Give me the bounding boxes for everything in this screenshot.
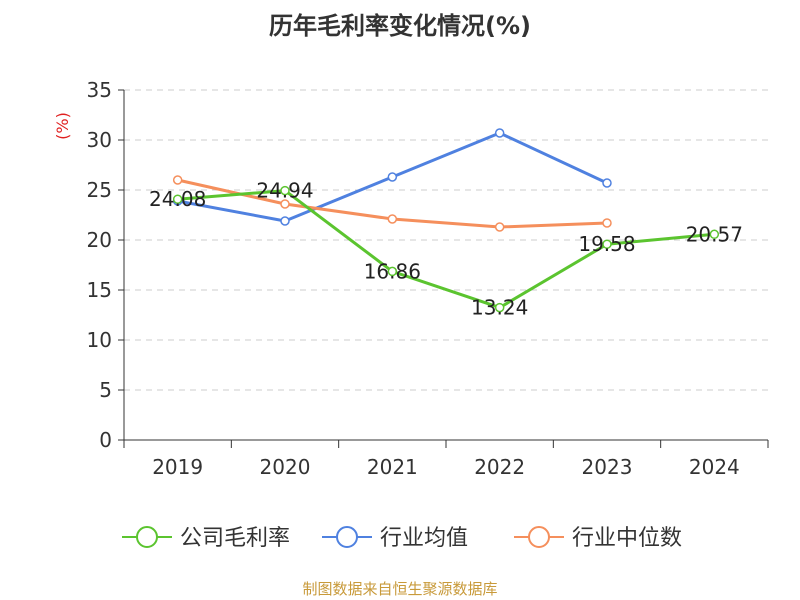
data-point [387, 266, 398, 277]
data-point [709, 229, 720, 240]
data-point [280, 199, 290, 209]
y-tick-label: 30 [87, 128, 112, 152]
series-lines [172, 128, 720, 313]
legend-label: 公司毛利率 [180, 526, 290, 551]
x-tick-label: 2021 [367, 455, 418, 479]
data-point [172, 175, 183, 185]
legend-marker-icon [336, 526, 358, 548]
x-tick-label: 2023 [582, 455, 633, 479]
legend-item-0[interactable]: 公司毛利率 [122, 526, 290, 551]
data-label: 20.57 [686, 222, 743, 246]
y-tick-label: 0 [99, 428, 112, 452]
y-tick-label: 15 [87, 278, 112, 302]
y-tick-label: 25 [87, 178, 112, 202]
data-point [280, 185, 290, 196]
data-point [494, 222, 505, 232]
data-point [172, 194, 183, 204]
y-axis-unit-label: (%) [53, 112, 72, 140]
y-tick-label: 5 [99, 378, 112, 402]
data-label: 24.94 [256, 179, 313, 203]
legend-marker-icon [528, 526, 550, 548]
data-point [494, 302, 505, 313]
gridlines [124, 89, 768, 391]
y-tick-label: 10 [87, 328, 112, 352]
legend-item-2[interactable]: 行业中位数 [514, 526, 682, 551]
series-0 [172, 185, 720, 313]
data-source-note: 制图数据来自恒生聚源数据库 [302, 580, 497, 598]
x-tick-label: 2019 [152, 455, 203, 479]
legend-item-1[interactable]: 行业均值 [322, 526, 468, 551]
data-labels: 24.08 24.94 16.86 13.24 19.58 20.57 [149, 179, 743, 320]
data-point [602, 239, 612, 249]
data-point [387, 214, 398, 224]
data-label: 16.86 [364, 259, 421, 283]
axes: 0 5 10 15 20 25 30 35 2019 2020 2021 2022 2023 2024 [87, 78, 769, 479]
data-point [602, 218, 612, 228]
data-label: 13.24 [471, 296, 528, 320]
data-label: 24.08 [149, 187, 206, 211]
data-point [280, 216, 290, 226]
series-line [177, 189, 715, 310]
legend[interactable]: 公司毛利率 行业均值 行业中位数 [122, 526, 682, 551]
x-tick-label: 2022 [474, 455, 525, 479]
legend-label: 行业中位数 [572, 526, 682, 551]
x-tick-label: 2024 [689, 455, 740, 479]
y-tick-label: 35 [87, 78, 112, 102]
chart-title: 历年毛利率变化情况(%) [269, 12, 531, 40]
x-tick-label: 2020 [260, 455, 311, 479]
legend-label: 行业均值 [380, 526, 468, 551]
series-1 [172, 128, 612, 226]
data-point [494, 128, 505, 138]
legend-marker-icon [136, 526, 158, 548]
data-point [387, 172, 398, 182]
data-point [602, 178, 612, 188]
series-2 [172, 175, 612, 232]
data-label: 19.58 [578, 232, 635, 256]
y-tick-label: 20 [87, 228, 112, 252]
